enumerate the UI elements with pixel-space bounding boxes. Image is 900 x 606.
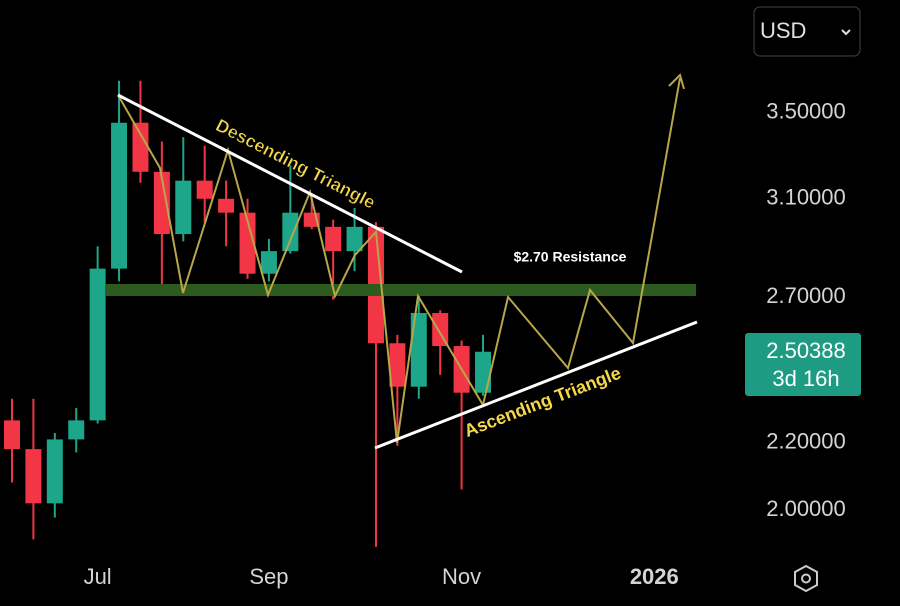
candle-body <box>410 312 427 387</box>
x-tick-label: Nov <box>442 564 481 589</box>
y-tick-label: 2.20000 <box>766 428 846 453</box>
candle-body <box>25 449 42 504</box>
candle-body <box>282 212 299 252</box>
descending-line <box>117 93 463 274</box>
currency-select[interactable] <box>753 6 861 57</box>
annotation: $2.70 Resistance <box>514 249 627 265</box>
y-tick-label: 3.10000 <box>766 185 846 210</box>
currency-label: USD <box>760 18 806 43</box>
candle-body <box>46 439 63 504</box>
projection-path <box>117 77 681 444</box>
candle-body <box>325 226 342 252</box>
candle-body <box>346 226 363 252</box>
candle-body <box>432 312 449 347</box>
chevron <box>841 29 851 36</box>
candle-body <box>389 343 406 387</box>
x-tick-label: Jul <box>84 564 112 589</box>
candle-body <box>260 251 277 274</box>
candle-body <box>175 180 192 235</box>
candle-body <box>68 420 85 440</box>
settings-icon-center <box>801 573 811 584</box>
candle-body <box>475 351 492 393</box>
price-label-box <box>745 333 861 396</box>
y-tick-label: 2.00000 <box>766 496 846 521</box>
x-tick-label: 2026 <box>630 564 679 589</box>
candle-body <box>153 171 170 235</box>
candle-body <box>4 420 20 450</box>
candles <box>4 80 492 547</box>
x-tick-label: Sep <box>249 564 288 589</box>
projection-arrow <box>668 73 685 90</box>
candle-body <box>218 198 235 213</box>
settings-icon[interactable] <box>794 564 818 593</box>
countdown: 3d 16h <box>772 366 839 391</box>
y-tick-label: 3.50000 <box>766 98 846 123</box>
y-tick-label: 2.70000 <box>766 283 846 308</box>
candle-body <box>89 268 106 421</box>
candle-body <box>196 180 213 199</box>
candle-body <box>111 122 128 269</box>
ascending-line <box>374 320 698 450</box>
last-price: 2.50388 <box>766 338 846 363</box>
candle-body <box>132 122 149 172</box>
candle-body <box>239 212 256 274</box>
resistance-band <box>106 284 696 296</box>
